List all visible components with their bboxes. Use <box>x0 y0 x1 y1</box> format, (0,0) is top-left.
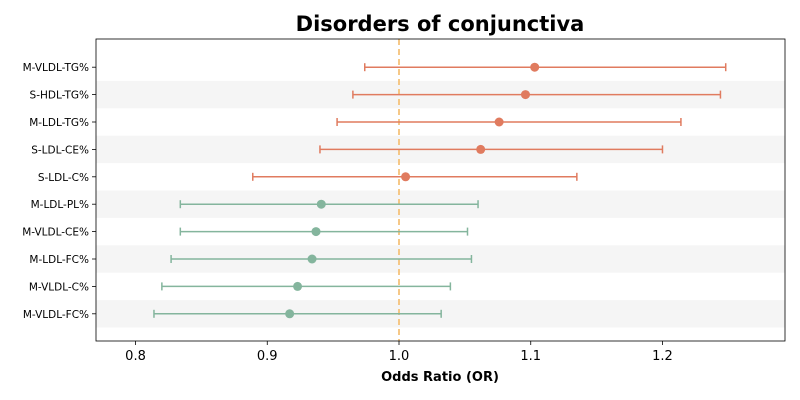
or-point <box>401 172 411 182</box>
y-tick-label: S-LDL-C% <box>38 172 89 184</box>
or-point <box>307 254 317 264</box>
estimate-row <box>153 309 442 319</box>
estimate-row <box>161 281 452 291</box>
x-tick-label: 1.1 <box>520 349 541 364</box>
y-tick-label: M-LDL-FC% <box>29 254 89 266</box>
or-point <box>520 90 530 100</box>
x-axis-label: Odds Ratio (OR) <box>381 370 499 385</box>
or-point <box>311 227 321 237</box>
or-point <box>285 309 295 319</box>
or-point <box>316 199 326 209</box>
y-axis: M-VLDL-TG% S-HDL-TG% M-LDL-TG% S-LDL-CE% S-L… <box>22 62 96 321</box>
x-tick-label: 0.8 <box>125 349 146 364</box>
estimate-row <box>363 62 727 72</box>
x-tick-label: 1.0 <box>389 349 410 364</box>
estimate-series <box>153 62 727 319</box>
y-tick-label: S-LDL-CE% <box>31 144 89 156</box>
x-axis: 0.8 0.9 1.0 1.1 1.2 <box>125 341 673 364</box>
or-point <box>530 62 540 72</box>
or-point <box>476 144 486 154</box>
estimate-row <box>179 227 469 237</box>
plot-frame <box>95 38 786 342</box>
y-tick-label: M-VLDL-TG% <box>23 62 89 74</box>
x-tick-label: 1.2 <box>652 349 673 364</box>
y-tick-label: S-HDL-TG% <box>30 90 89 102</box>
estimate-row <box>319 144 664 154</box>
or-point <box>293 281 303 291</box>
y-tick-label: M-VLDL-CE% <box>22 227 89 239</box>
estimate-row <box>352 90 722 100</box>
y-tick-label: M-VLDL-C% <box>29 281 89 293</box>
estimate-row <box>252 172 578 182</box>
y-tick-label: M-LDL-PL% <box>31 199 89 211</box>
y-tick-label: M-LDL-TG% <box>29 117 89 129</box>
y-tick-label: M-VLDL-FC% <box>23 309 89 321</box>
x-tick-label: 0.9 <box>257 349 278 364</box>
chart-title: Disorders of conjunctiva <box>296 12 585 36</box>
estimate-row <box>336 117 682 127</box>
or-point <box>494 117 504 127</box>
estimate-row <box>170 254 473 264</box>
estimate-row <box>179 199 479 209</box>
